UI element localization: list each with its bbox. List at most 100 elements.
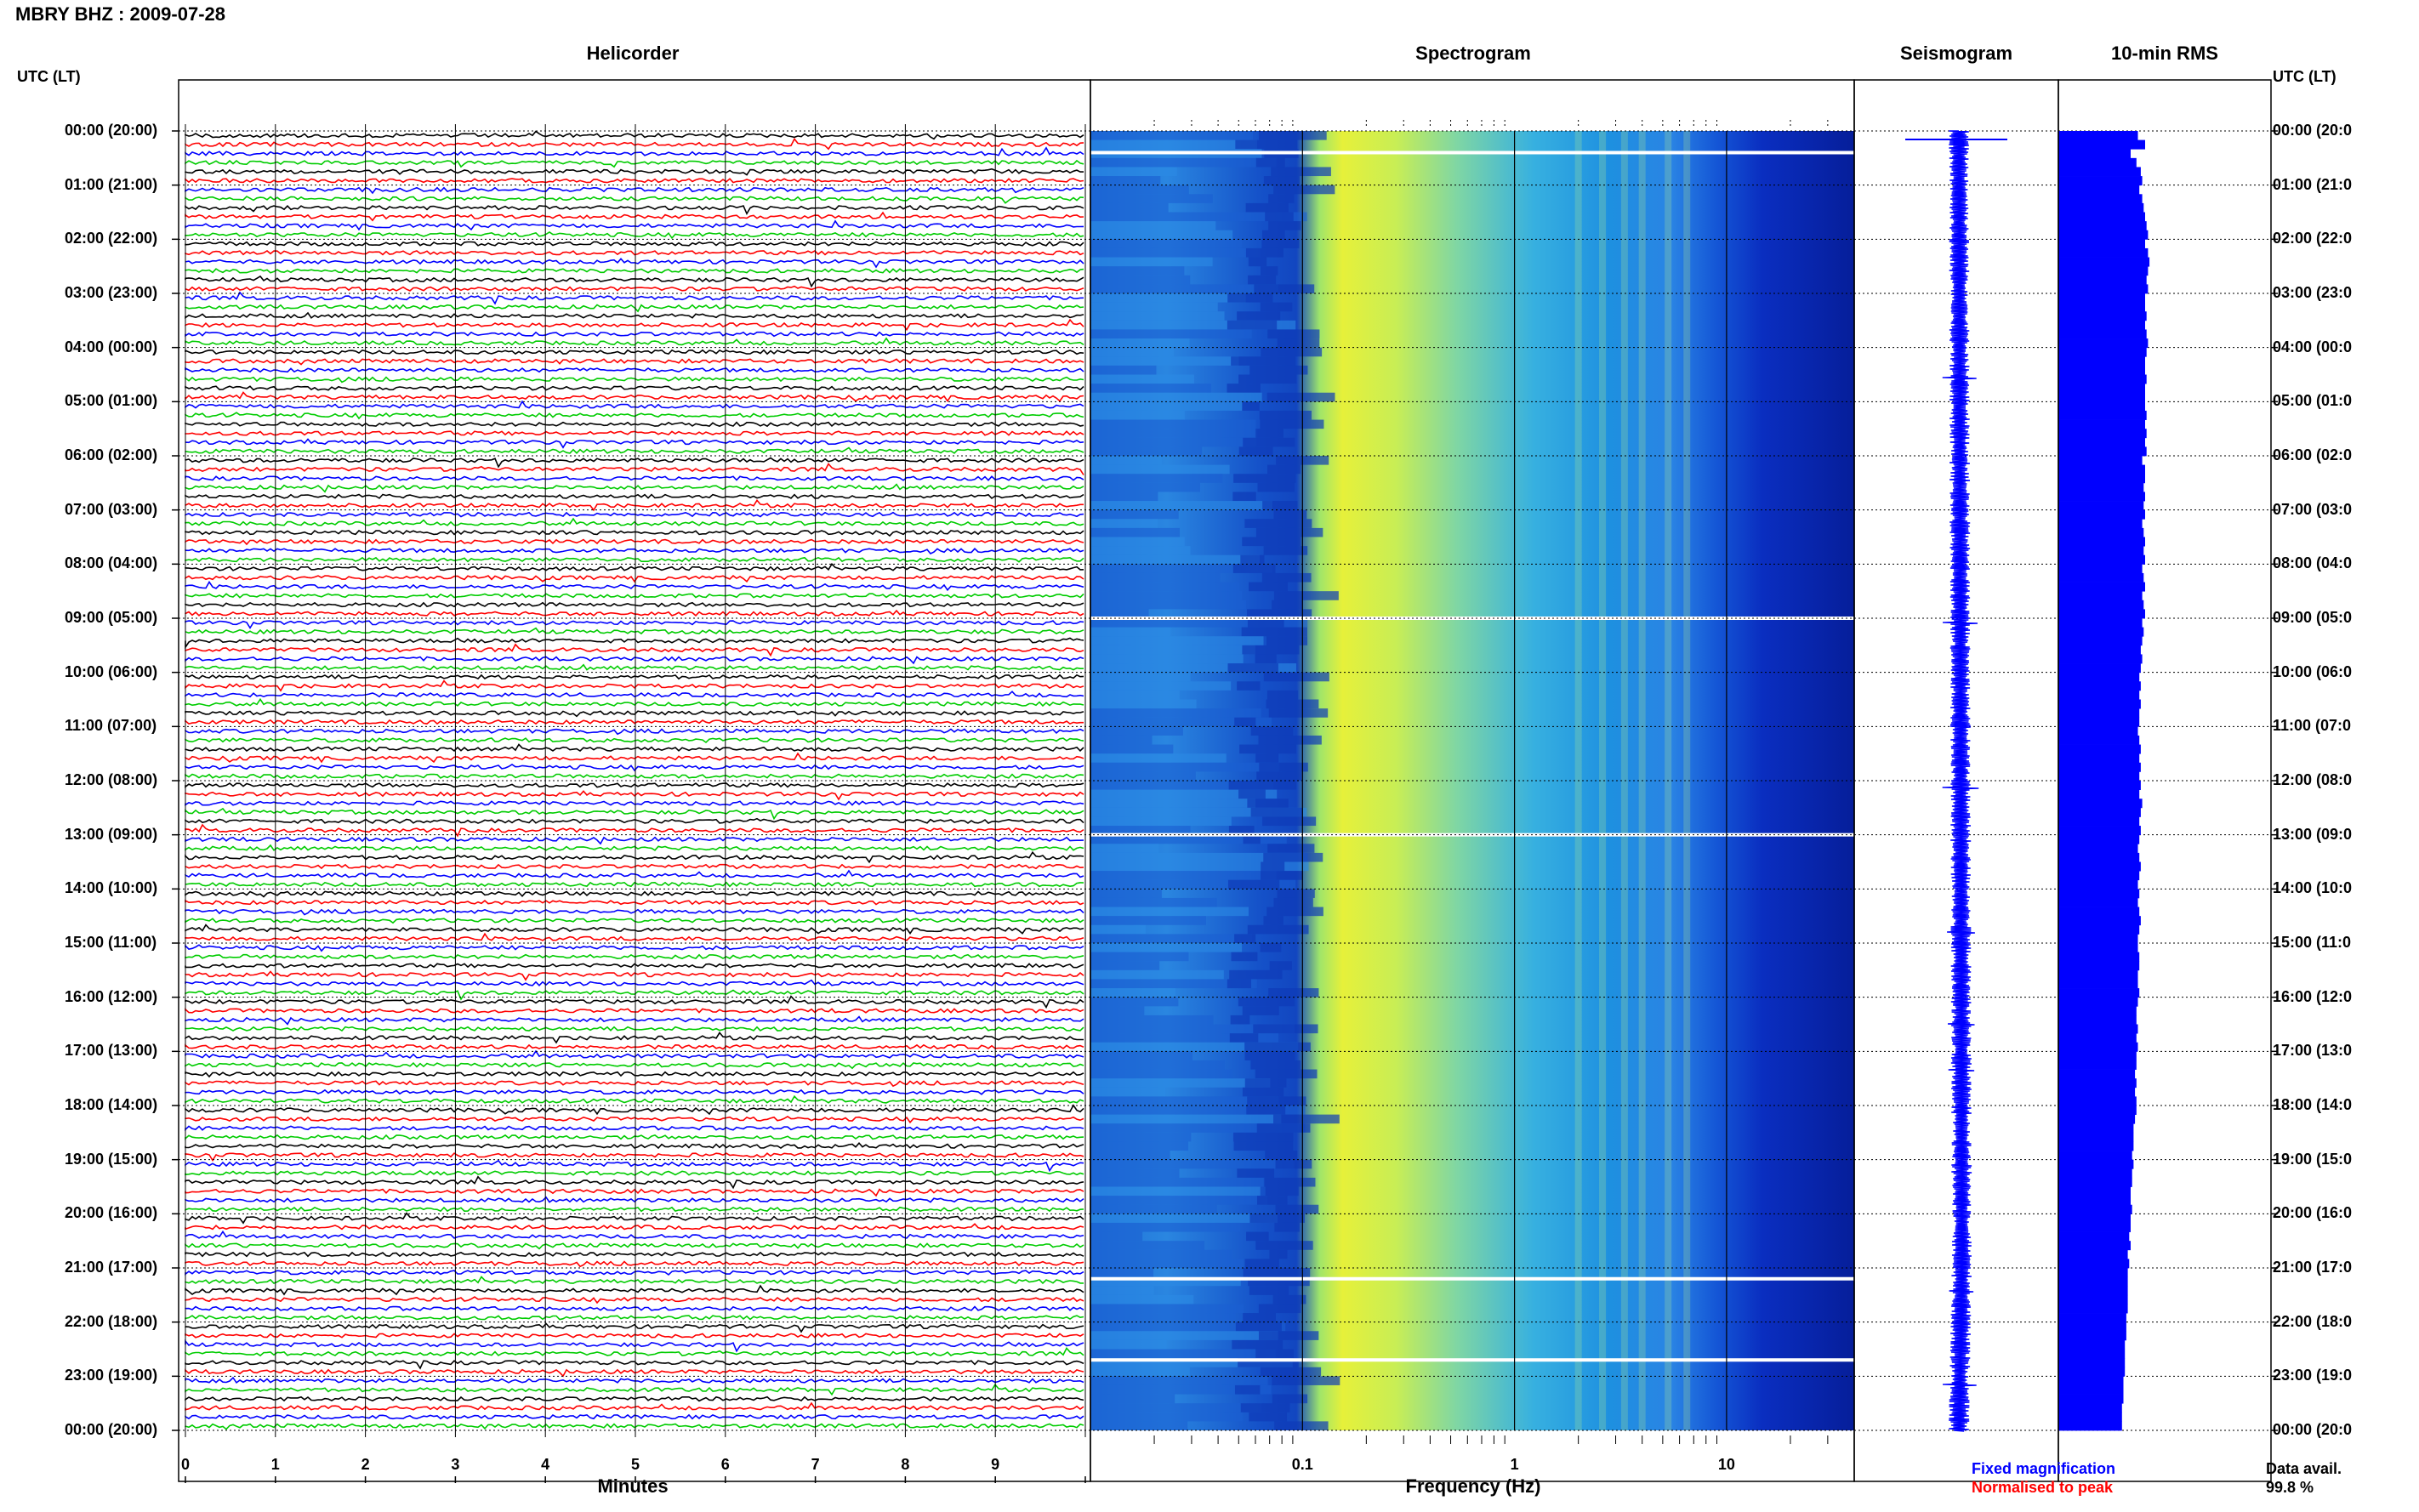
helicorder-trace bbox=[185, 953, 1084, 960]
rms-bar bbox=[2058, 753, 2140, 764]
helicorder-trace bbox=[185, 562, 1084, 571]
rms-frame bbox=[2058, 79, 2272, 1482]
spectrogram-gap bbox=[1090, 1276, 1854, 1281]
helicorder-trace bbox=[185, 719, 1084, 725]
helicorder-trace bbox=[185, 205, 1084, 216]
helicorder-trace bbox=[185, 970, 1084, 981]
hour-label-right: 11:00 (07:0 bbox=[2273, 717, 2352, 735]
helicorder-trace bbox=[185, 1094, 1084, 1104]
rms-bar bbox=[2058, 275, 2147, 285]
helicorder-trace bbox=[185, 737, 1084, 744]
rms-bar bbox=[2058, 1168, 2132, 1179]
rms-bar bbox=[2058, 564, 2143, 574]
helicorder-trace bbox=[185, 548, 1084, 554]
rms-bar bbox=[2058, 1006, 2137, 1016]
helicorder-trace bbox=[185, 1423, 1084, 1430]
hour-label-right: 18:00 (14:0 bbox=[2273, 1096, 2353, 1113]
rms-bar bbox=[2058, 735, 2140, 745]
legend-fixed-magnification: Fixed magnification bbox=[1972, 1460, 2116, 1477]
rms-bar bbox=[2058, 230, 2149, 240]
rms-bar bbox=[2058, 907, 2140, 917]
rms-bar bbox=[2058, 699, 2141, 709]
rms-bar bbox=[2058, 1132, 2134, 1142]
hour-label-left: 06:00 (02:00) bbox=[65, 446, 158, 463]
rms-bar bbox=[2058, 1339, 2126, 1350]
rms-bar bbox=[2058, 1123, 2134, 1134]
helicorder-trace bbox=[185, 457, 1084, 469]
helicorder-trace bbox=[185, 1115, 1084, 1124]
rms-bar bbox=[2058, 897, 2138, 907]
helicorder-trace bbox=[185, 899, 1084, 906]
hour-label-left: 08:00 (04:00) bbox=[65, 554, 158, 572]
helicorder-trace bbox=[185, 773, 1084, 779]
seismogram-trace bbox=[1905, 130, 2007, 1432]
spectrogram-xtick-label: 10 bbox=[1717, 1456, 1735, 1473]
rms-bar bbox=[2058, 1412, 2122, 1422]
hour-label-right: 23:00 (19:0 bbox=[2273, 1367, 2353, 1384]
helicorder-trace bbox=[185, 863, 1084, 870]
rms-bar bbox=[2058, 311, 2147, 321]
rms-bar bbox=[2058, 834, 2140, 844]
rms-bar bbox=[2058, 1421, 2122, 1431]
helicorder-trace bbox=[185, 1188, 1084, 1197]
helicorder-trace bbox=[185, 1395, 1084, 1402]
rms-bar bbox=[2058, 826, 2141, 836]
helicorder-trace bbox=[185, 367, 1084, 373]
rms-bar bbox=[2058, 1384, 2124, 1395]
rms-bar bbox=[2058, 799, 2143, 809]
helicorder-trace bbox=[185, 656, 1084, 665]
helicorder-trace bbox=[185, 421, 1084, 428]
helicorder-trace bbox=[185, 168, 1084, 176]
rms-bar bbox=[2058, 410, 2147, 420]
rms-bar bbox=[2058, 807, 2141, 817]
helicorder-trace bbox=[185, 511, 1084, 518]
spectrogram-gap bbox=[1090, 1358, 1854, 1362]
hour-label-right: 15:00 (11:0 bbox=[2273, 934, 2352, 951]
helicorder-trace bbox=[185, 1376, 1084, 1384]
rms-bar bbox=[2058, 437, 2145, 447]
rms-bar bbox=[2058, 419, 2145, 429]
helicorder-trace bbox=[185, 844, 1084, 851]
helicorder-trace bbox=[185, 475, 1084, 481]
helicorder-trace bbox=[185, 1260, 1084, 1268]
helicorder-trace bbox=[185, 538, 1084, 546]
helicorder-trace bbox=[185, 1401, 1084, 1411]
rms-bar bbox=[2058, 1096, 2137, 1106]
helicorder-trace bbox=[185, 349, 1084, 355]
hour-label-right: 00:00 (20:0 bbox=[2273, 1421, 2353, 1438]
helicorder-trace bbox=[185, 376, 1084, 384]
rms-bar bbox=[2058, 645, 2141, 655]
helicorder-trace bbox=[185, 850, 1084, 864]
rms-bar bbox=[2058, 1015, 2137, 1025]
helicorder-trace bbox=[185, 1175, 1084, 1190]
spectrogram-title: Spectrogram bbox=[1415, 43, 1531, 64]
rms-bar bbox=[2058, 329, 2147, 339]
hour-label-right: 12:00 (08:0 bbox=[2273, 771, 2353, 788]
helicorder-xtick-label: 5 bbox=[630, 1456, 640, 1473]
helicorder-trace bbox=[185, 609, 1084, 617]
hour-label-left: 02:00 (22:00) bbox=[65, 230, 158, 247]
rms-bar bbox=[2058, 1349, 2126, 1359]
rms-bar bbox=[2058, 663, 2141, 674]
rms-bar bbox=[2058, 969, 2138, 980]
helicorder-trace bbox=[185, 1026, 1084, 1032]
hour-label-right: 19:00 (15:0 bbox=[2273, 1150, 2353, 1168]
helicorder-trace bbox=[185, 918, 1084, 924]
helicorder-xtick-label: 2 bbox=[361, 1456, 370, 1473]
hour-label-right: 07:00 (03:0 bbox=[2273, 500, 2353, 518]
helicorder-trace bbox=[185, 1169, 1084, 1176]
helicorder-trace bbox=[185, 1141, 1084, 1150]
rms-bar bbox=[2058, 167, 2141, 177]
rms-bar bbox=[2058, 338, 2149, 349]
helicorder-trace bbox=[185, 782, 1084, 788]
hour-label-left: 15:00 (11:00) bbox=[65, 934, 157, 951]
hour-label-left: 18:00 (14:00) bbox=[65, 1096, 158, 1113]
hour-label-left: 17:00 (13:00) bbox=[65, 1042, 158, 1060]
rms-bar bbox=[2058, 591, 2143, 601]
rms-bar bbox=[2058, 789, 2140, 799]
helicorder-trace bbox=[185, 318, 1084, 332]
rms-bar bbox=[2058, 464, 2145, 475]
rms-bar bbox=[2058, 239, 2145, 249]
rms-bar bbox=[2058, 618, 2143, 628]
rms-bar bbox=[2058, 266, 2149, 276]
